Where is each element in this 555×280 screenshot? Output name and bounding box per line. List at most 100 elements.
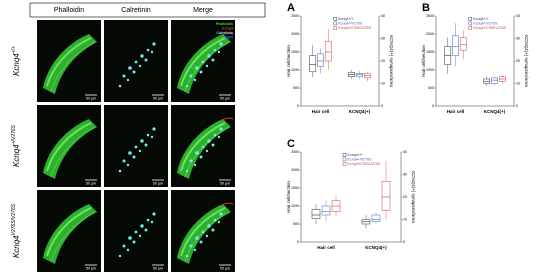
column-header: Phalloidin: [54, 7, 84, 14]
y-tick-label: 1500: [291, 186, 299, 190]
y-tick-label: 1000: [426, 68, 434, 72]
y2-tick-label: 10: [516, 81, 520, 85]
column-header: Calretinin: [121, 7, 151, 14]
x-tick-label: Hair cell: [317, 245, 335, 250]
y-tick-label: 2500: [426, 14, 434, 18]
y2-tick-label: 30: [516, 36, 520, 40]
genotype: +/+: [11, 46, 17, 53]
tissue: [176, 202, 234, 265]
y2-tick-label: 10: [381, 81, 385, 85]
genotype: +/V276S: [11, 124, 17, 144]
tissue: [176, 32, 234, 95]
y2-tick-label: 0: [381, 104, 383, 108]
gene: Kcnq4: [12, 235, 21, 258]
x-tick-label: KCNQ4(+): [349, 109, 371, 114]
y-tick-label: 2500: [291, 150, 299, 154]
panel: A 0 500 1000 1500 2000 2500 0 10 20 30 40 Hair cell/…: [286, 2, 394, 114]
y2-tick-label: 40: [403, 150, 407, 154]
box: [321, 205, 331, 216]
row-label: Kcnq4V276S/V276S: [11, 203, 21, 258]
y2-tick-label: 40: [516, 14, 520, 18]
x-tick-label: Hair cell: [447, 109, 465, 114]
y2-tick-label: 30: [381, 36, 385, 40]
merge-legend: Phalloidin: [216, 22, 233, 26]
panel: C 0 500 1000 1500 2000 2500 0 10 20 30 40 Hair cell/…: [286, 138, 416, 250]
merge-legend: DAPI: [224, 35, 233, 39]
merge-legend: Calretinin: [216, 31, 233, 35]
y-tick-label: 2500: [291, 14, 299, 18]
y-tick-label: 0: [432, 104, 434, 108]
micrograph: 50 μm: [171, 190, 235, 272]
y2-tick-label: 40: [381, 14, 385, 18]
row-label: Kcnq4+/V276S: [11, 124, 21, 167]
legend-swatch: [333, 17, 338, 21]
header-box: [29, 2, 266, 18]
y2-tick-label: 10: [403, 217, 407, 221]
y-tick-label: 1000: [291, 204, 299, 208]
micrograph: 50 μm: [37, 190, 101, 272]
micrograph: 50 μm: [171, 105, 235, 187]
row-label: Kcnq4+/+: [11, 46, 21, 76]
merge-legend: Kcnq4: [222, 26, 233, 30]
micrograph: 50 μm: [104, 190, 168, 272]
column-header: Merge: [193, 7, 213, 14]
gene: Kcnq4: [12, 53, 21, 76]
panel-label: B: [422, 2, 430, 14]
legend-swatch: [342, 157, 347, 162]
legend-label: Kcnq4V276S/V276S: [338, 26, 371, 30]
legend-swatch: [333, 21, 338, 26]
y2-tick-label: 20: [381, 59, 385, 63]
y-tick-label: 2000: [426, 32, 434, 36]
y2-tick-label: 0: [516, 104, 518, 108]
box: [371, 214, 381, 222]
legend-swatch: [468, 21, 473, 26]
legend-label: Kcnq4+/+: [348, 153, 363, 157]
panel-label: C: [287, 138, 295, 150]
kcnq4-signal: [220, 117, 234, 122]
y2-axis-label: KCNQ4(+) synapses/area: [411, 171, 416, 223]
y-tick-label: 0: [297, 240, 299, 244]
box: [317, 53, 324, 67]
kcnq4-signal: [220, 32, 234, 37]
micrograph: 50 μm: [37, 105, 101, 187]
box: [309, 55, 317, 73]
legend-label: Kcnq4+/+: [338, 17, 353, 21]
gene: Kcnq4: [12, 144, 21, 167]
y-tick-label: 500: [428, 86, 434, 90]
genotype: V276S/V276S: [11, 203, 17, 235]
y-tick-label: 0: [297, 104, 299, 108]
micrograph: 50 μm: [37, 20, 101, 102]
y-tick-label: 1500: [291, 50, 299, 54]
legend-swatch: [333, 26, 338, 30]
box: [491, 77, 498, 84]
x-tick-label: KCNQ4(+): [484, 109, 506, 114]
y-tick-label: 2000: [291, 168, 299, 172]
y-axis-label: Hair cell/section: [286, 181, 291, 213]
scale-label: 50 μm: [220, 96, 230, 100]
panel: B 0 500 1000 1500 2000 2500 0 10 20 30 40 Hair cell/…: [421, 2, 529, 114]
y-tick-label: 1000: [291, 68, 299, 72]
box: [324, 40, 332, 62]
box: [381, 181, 391, 211]
legend-label: Kcnq4V276S/V276S: [473, 26, 506, 30]
y-tick-label: 1500: [426, 50, 434, 54]
scale-label: 50 μm: [86, 266, 96, 270]
y-tick-label: 2000: [291, 32, 299, 36]
y-axis-label: Hair cell/section: [286, 45, 291, 77]
scale-label: 50 μm: [220, 266, 230, 270]
tissue: [176, 117, 234, 180]
kcnq4-signal: [220, 202, 234, 207]
y2-tick-label: 20: [403, 195, 407, 199]
legend-swatch: [342, 153, 347, 157]
legend-label: Kcnq4+/V276S: [348, 157, 373, 161]
x-tick-label: KCNQ4(+): [365, 245, 387, 250]
scale-label: 50 μm: [86, 96, 96, 100]
y2-axis-label: KCNQ4(+) synapses/area: [389, 35, 394, 87]
legend-label: Kcnq4+/V276S: [338, 21, 363, 25]
micrograph: 50 μm: [104, 20, 168, 102]
y2-axis-label: KCNQ4(+) synapses/area: [524, 35, 529, 87]
legend-label: Kcnq4+/+: [473, 17, 488, 21]
